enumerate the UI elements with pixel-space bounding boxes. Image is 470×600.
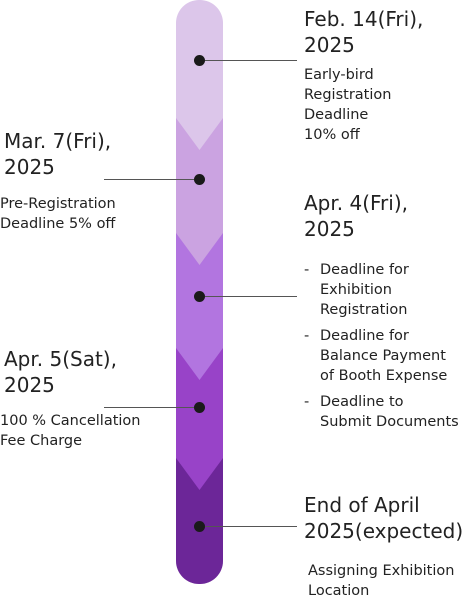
bullet-line: Registration <box>320 302 408 318</box>
desc-line: Location <box>308 583 370 599</box>
desc-line: Early-bird <box>304 67 374 83</box>
connector-line-3 <box>205 296 297 297</box>
chevron-4 <box>176 450 223 490</box>
connector-line-4 <box>104 407 194 408</box>
milestone-date-3: Apr. 4(Fri), 2025 <box>304 190 408 242</box>
connector-line-1 <box>205 60 297 61</box>
timeline-bar <box>176 0 223 584</box>
date-line: 2025(expected) <box>304 519 464 543</box>
milestone-dot-5 <box>194 521 205 532</box>
date-line: End of April <box>304 493 420 517</box>
bullet-line: Balance Payment <box>320 348 446 364</box>
bullet-line: Submit Documents <box>320 414 459 430</box>
bullet-item: - Deadline to Submit Documents <box>304 392 459 432</box>
date-line: Feb. 14(Fri), <box>304 7 424 31</box>
connector-line-5 <box>205 526 297 527</box>
dash-glyph: - <box>304 328 310 344</box>
milestone-desc-5: Assigning Exhibition Location <box>308 561 454 600</box>
bullet-line: Deadline for <box>320 262 409 278</box>
desc-line: Fee Charge <box>0 433 83 449</box>
desc-line: Deadline <box>304 107 369 123</box>
date-line: 2025 <box>4 155 55 179</box>
chevron-3 <box>176 340 223 380</box>
desc-line: 100 % Cancellation <box>0 413 141 429</box>
milestone-dot-3 <box>194 291 205 302</box>
timeline-bar-graphic <box>176 0 223 584</box>
date-line: 2025 <box>304 217 355 241</box>
date-line: Apr. 4(Fri), <box>304 191 408 215</box>
chevron-2 <box>176 225 223 265</box>
desc-line: 10% off <box>304 127 360 143</box>
date-line: 2025 <box>4 373 55 397</box>
date-line: 2025 <box>304 33 355 57</box>
date-line: Mar. 7(Fri), <box>4 129 112 153</box>
milestone-bullets-3: - Deadline for Exhibition Registration -… <box>304 260 459 438</box>
chevron-1 <box>176 110 223 150</box>
bullet-line: Exhibition <box>320 282 392 298</box>
milestone-desc-2: Pre-Registration Deadline 5% off <box>0 194 116 234</box>
dash-glyph: - <box>304 262 310 278</box>
milestone-desc-4: 100 % Cancellation Fee Charge <box>0 411 140 451</box>
desc-line: Deadline 5% off <box>0 216 116 232</box>
milestone-date-4: Apr. 5(Sat), 2025 <box>4 346 117 398</box>
desc-line: Registration <box>304 87 392 103</box>
milestone-dot-1 <box>194 55 205 66</box>
milestone-date-1: Feb. 14(Fri), 2025 <box>304 6 423 58</box>
bullet-item: - Deadline for Exhibition Registration <box>304 260 459 320</box>
connector-line-2 <box>104 179 194 180</box>
bullet-line: Deadline to <box>320 394 404 410</box>
date-line: Apr. 5(Sat), <box>4 347 117 371</box>
milestone-dot-4 <box>194 402 205 413</box>
milestone-dot-2 <box>194 174 205 185</box>
bullet-item: - Deadline for Balance Payment of Booth … <box>304 326 459 386</box>
milestone-desc-1: Early-bird Registration Deadline 10% off <box>304 65 391 145</box>
milestone-date-2: Mar. 7(Fri), 2025 <box>4 128 111 180</box>
bullet-line: Deadline for <box>320 328 409 344</box>
desc-line: Pre-Registration <box>0 196 116 212</box>
bullet-line: of Booth Expense <box>320 368 448 384</box>
dash-glyph: - <box>304 394 310 410</box>
desc-line: Assigning Exhibition <box>308 563 455 579</box>
milestone-date-5: End of April 2025(expected) <box>304 492 463 544</box>
